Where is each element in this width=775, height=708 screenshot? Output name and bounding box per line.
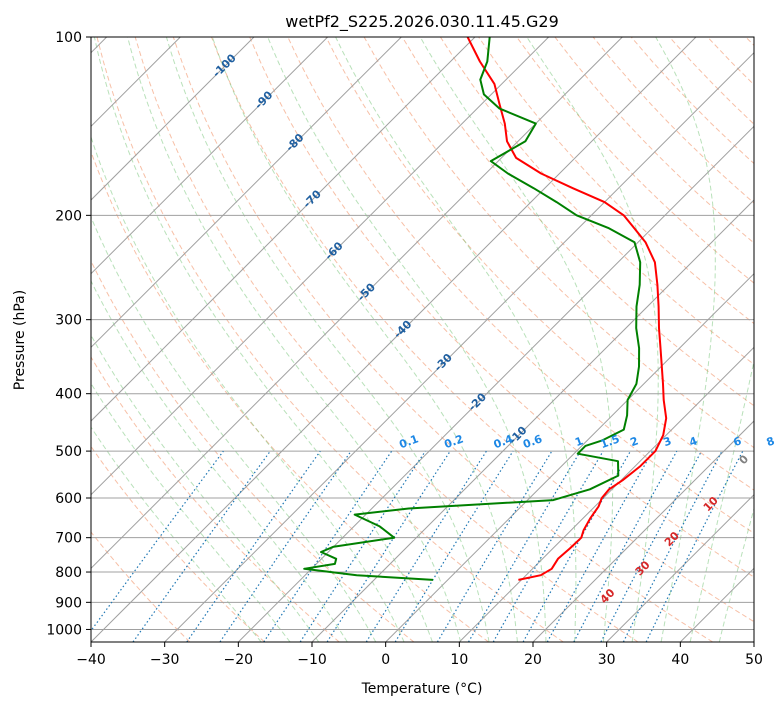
dry-adiabat xyxy=(91,150,489,642)
mixing-ratio-label: 0.6 xyxy=(521,432,544,451)
x-tick-label: −20 xyxy=(224,652,254,668)
mixing-ratio-line xyxy=(326,450,451,642)
y-tick-label: 600 xyxy=(55,491,82,507)
dry-adiabat xyxy=(96,37,564,642)
isotherm xyxy=(91,37,697,642)
isotherm xyxy=(532,420,754,642)
mixing-ratio-line xyxy=(186,450,321,642)
y-tick-label: 200 xyxy=(55,208,82,224)
x-tick-label: 20 xyxy=(524,652,542,668)
dry-adiabat xyxy=(249,37,754,578)
isotherm xyxy=(458,346,754,642)
isotherm xyxy=(91,37,550,496)
mixing-ratio-line xyxy=(573,450,678,642)
isotherm xyxy=(164,51,754,642)
dry-adiabat xyxy=(91,356,340,642)
moist-adiabat xyxy=(93,37,433,642)
x-tick-label: −40 xyxy=(76,652,106,668)
dewpoint-line xyxy=(303,37,642,581)
x-tick-label: 50 xyxy=(745,652,763,668)
isotherm xyxy=(753,641,754,642)
moist-adiabat xyxy=(91,135,405,642)
plot-frame xyxy=(90,36,755,643)
y-tick-label: 400 xyxy=(55,387,82,403)
y-tick-label: 500 xyxy=(55,444,82,460)
dry-adiabat xyxy=(516,37,754,284)
isotherm xyxy=(606,493,754,642)
plot-background xyxy=(91,37,754,642)
mixing-ratio-label: 8 xyxy=(765,434,775,449)
mixing-ratio-label: 0.1 xyxy=(397,432,420,451)
isotherm xyxy=(91,37,255,201)
mixing-ratio-label: 0.2 xyxy=(442,432,465,451)
mixing-ratio-line xyxy=(263,450,393,642)
moist-adiabat xyxy=(526,37,659,642)
x-tick-label: 30 xyxy=(598,652,616,668)
mixing-ratio-line xyxy=(645,450,744,642)
mixing-ratio-label: 2 xyxy=(628,434,640,449)
moist-adiabat xyxy=(91,382,291,642)
mixing-ratio-line xyxy=(91,450,224,632)
x-tick-label: 10 xyxy=(450,652,468,668)
moist-adiabat xyxy=(127,37,462,642)
moist-adiabat xyxy=(165,37,490,642)
x-tick-label: −30 xyxy=(150,652,180,668)
dry-adiabat xyxy=(211,37,754,623)
isotherm xyxy=(91,37,476,422)
dry-adiabat xyxy=(91,445,265,642)
y-tick-label: 700 xyxy=(55,531,82,547)
dry-adiabat xyxy=(91,531,191,642)
isotherm xyxy=(311,199,754,642)
y-tick-label: 1000 xyxy=(46,622,82,638)
mixing-ratio-line xyxy=(219,450,352,642)
mixing-ratio-label: 4 xyxy=(687,434,699,449)
y-tick-label: 100 xyxy=(55,30,82,46)
dry-adiabat xyxy=(325,37,754,491)
isotherm xyxy=(237,125,754,642)
moist-adiabat xyxy=(718,506,754,642)
moist-adiabat xyxy=(689,358,754,642)
x-tick-label: 40 xyxy=(671,652,689,668)
dry-adiabat xyxy=(439,37,754,366)
y-tick-label: 800 xyxy=(55,565,82,581)
x-tick-label: 0 xyxy=(381,652,390,668)
temperature-line xyxy=(466,37,668,581)
moist-adiabat xyxy=(267,37,547,642)
moist-adiabat xyxy=(91,215,377,642)
chart-title: wetPf2_S225.2026.030.11.45.G29 xyxy=(285,12,559,32)
mixing-ratio-line xyxy=(394,450,514,642)
x-tick-label: −10 xyxy=(297,652,327,668)
mixing-ratio-line xyxy=(546,450,654,642)
mixing-ratio-label: 0.4 xyxy=(492,432,515,451)
mixing-ratio-label: 1 xyxy=(573,434,585,449)
moist-adiabat xyxy=(335,37,577,642)
y-tick-label: 900 xyxy=(55,595,82,611)
axis-ticks: −40 −30 −20 −10 0 10 20 30 40 5010020030040050060… xyxy=(46,30,763,668)
dry-adiabat xyxy=(172,37,713,642)
mixing-ratio-label: 1.5 xyxy=(599,432,622,451)
isotherm xyxy=(91,37,623,570)
moist-adiabat xyxy=(211,37,518,642)
background-lines xyxy=(91,37,754,642)
y-axis-label: Pressure (hPa) xyxy=(12,290,28,390)
x-axis-label: Temperature (°C) xyxy=(361,681,483,697)
dry-adiabat xyxy=(134,37,639,642)
mixing-ratio-line xyxy=(299,450,426,642)
moist-adiabat xyxy=(91,334,320,642)
moist-adiabat xyxy=(91,426,262,642)
isotherm xyxy=(385,272,754,642)
dry-adiabat xyxy=(401,37,754,407)
mixing-ratio-label: 3 xyxy=(662,434,674,449)
moist-adiabat xyxy=(655,37,716,642)
mixing-ratio-label: 6 xyxy=(732,434,744,449)
series-lines xyxy=(303,37,668,581)
y-tick-label: 300 xyxy=(55,313,82,329)
mixing-ratio-line xyxy=(132,450,271,642)
isotherm xyxy=(91,37,402,349)
isotherm xyxy=(91,37,329,275)
